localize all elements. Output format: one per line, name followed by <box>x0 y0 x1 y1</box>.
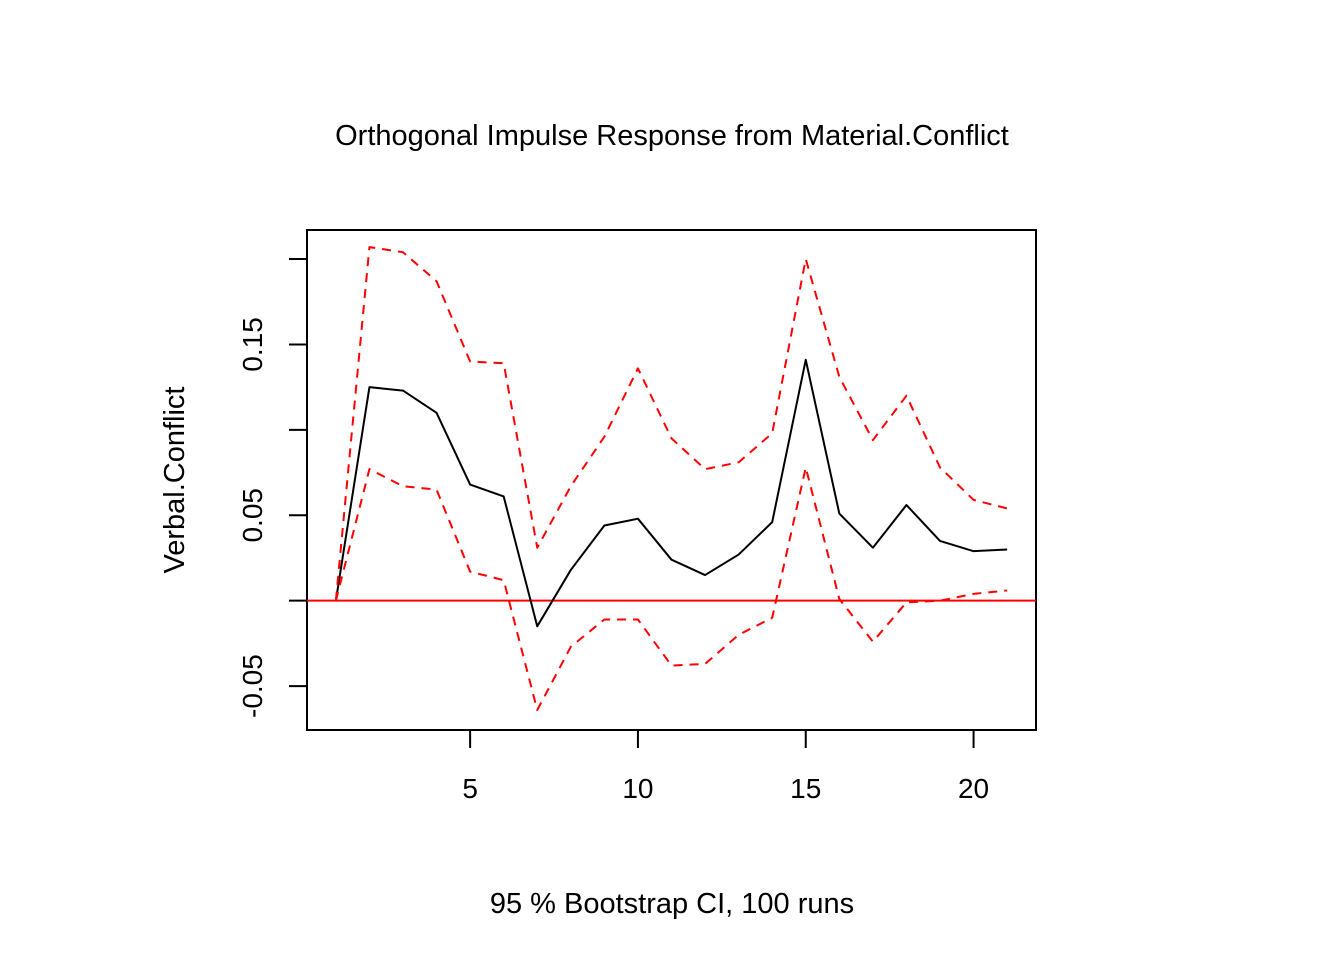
x-axis-subtitle: 95 % Bootstrap CI, 100 runs <box>490 888 854 920</box>
y-tick-label: 0.05 <box>237 488 268 543</box>
series-line-upper <box>334 246 1008 601</box>
series-line-response <box>334 358 1008 628</box>
x-axis: 5 10 15 20 <box>462 730 989 804</box>
x-tick-label: 5 <box>462 773 478 804</box>
y-tick-label: -0.05 <box>237 654 268 718</box>
series-line-lower <box>334 466 1008 712</box>
y-tick-label: 0.15 <box>237 317 268 372</box>
x-tick-label: 20 <box>958 773 989 804</box>
y-axis-label: Verbal.Conflict <box>159 387 191 574</box>
x-tick-label: 15 <box>790 773 821 804</box>
plot-frame <box>306 229 1037 731</box>
chart-title: Orthogonal Impulse Response from Materia… <box>335 120 1009 152</box>
y-axis: -0.05 0.05 0.15 <box>237 258 307 718</box>
x-tick-label: 10 <box>622 773 653 804</box>
series-layer <box>334 246 1008 712</box>
